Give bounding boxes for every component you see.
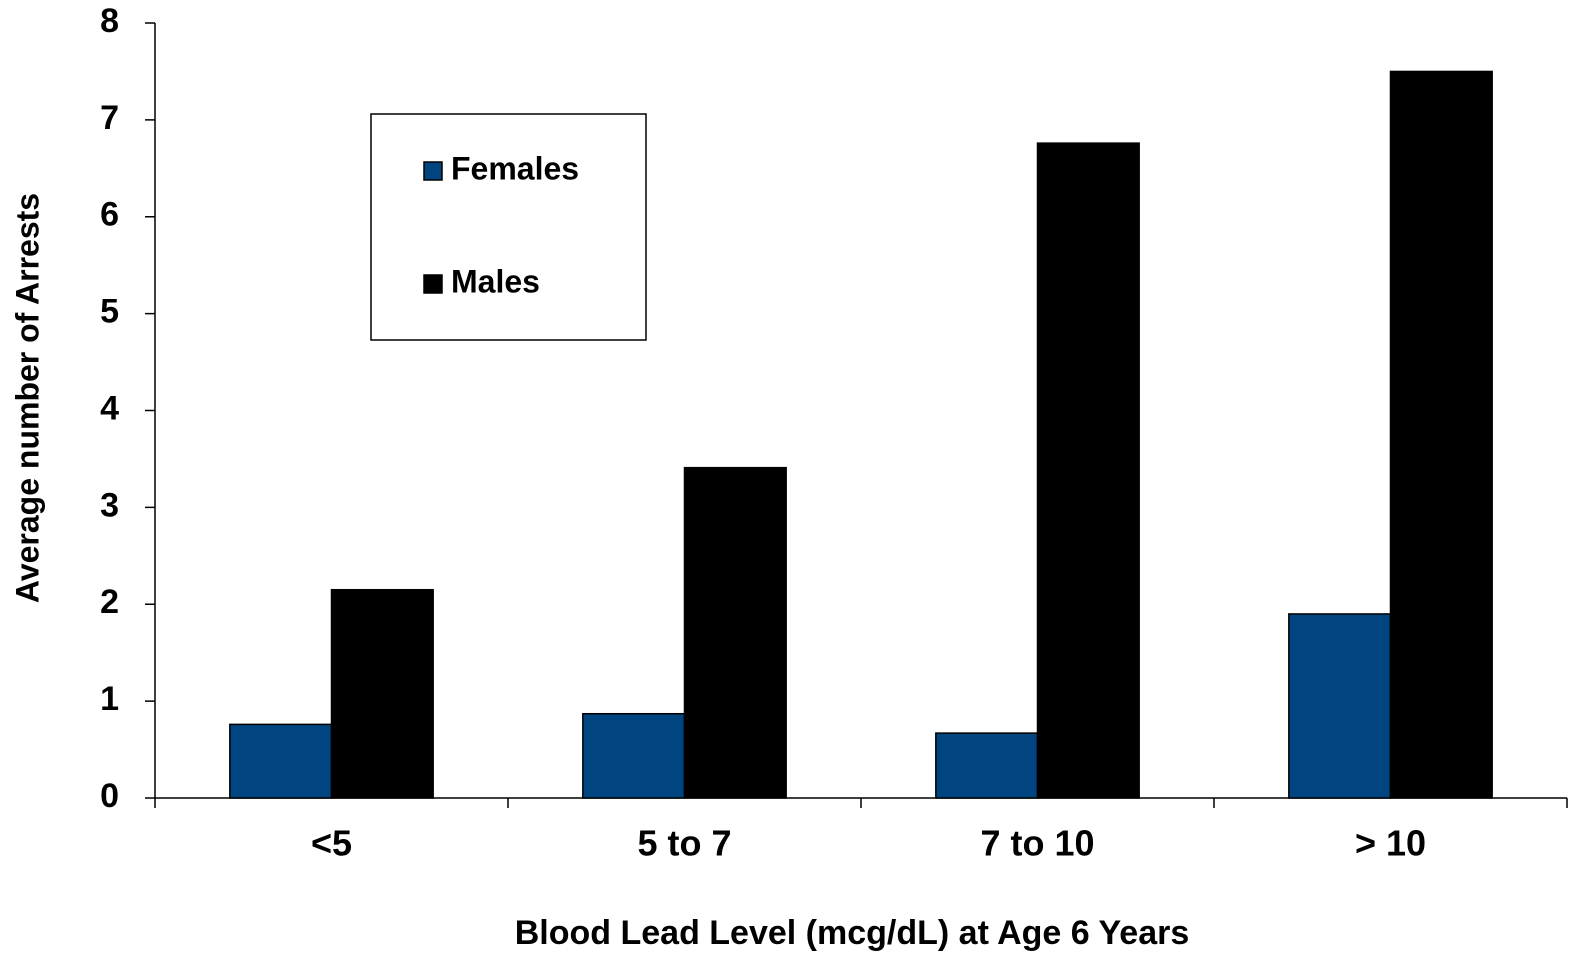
y-tick-label: 3 <box>100 486 119 524</box>
legend-swatch <box>423 274 443 294</box>
y-tick-label: 4 <box>100 389 119 427</box>
bar <box>330 588 434 799</box>
bar <box>1389 70 1493 799</box>
legend-box <box>370 113 647 341</box>
y-tick-label: 8 <box>100 2 119 40</box>
legend-label: Males <box>451 263 540 299</box>
y-axis-title: Average number of Arrests <box>9 193 45 603</box>
legend-swatch <box>423 161 443 181</box>
bar <box>1036 142 1140 799</box>
bar <box>229 723 333 799</box>
x-axis-title: Blood Lead Level (mcg/dL) at Age 6 Years <box>515 914 1190 952</box>
x-tick-label: 5 to 7 <box>637 823 731 864</box>
bar <box>582 712 686 799</box>
x-tick-label: > 10 <box>1355 823 1426 864</box>
bar <box>683 466 787 799</box>
y-tick-label: 1 <box>100 680 119 718</box>
y-tick-label: 0 <box>100 777 119 815</box>
y-tick-label: 6 <box>100 196 119 234</box>
y-tick-label: 7 <box>100 99 119 137</box>
y-tick-label: 2 <box>100 583 119 621</box>
x-tick-label: 7 to 10 <box>980 823 1094 864</box>
y-tick-label: 5 <box>100 293 119 331</box>
x-tick-label: <5 <box>311 823 352 864</box>
bar <box>935 732 1039 799</box>
bar <box>1288 613 1392 799</box>
legend-label: Females <box>451 150 579 186</box>
